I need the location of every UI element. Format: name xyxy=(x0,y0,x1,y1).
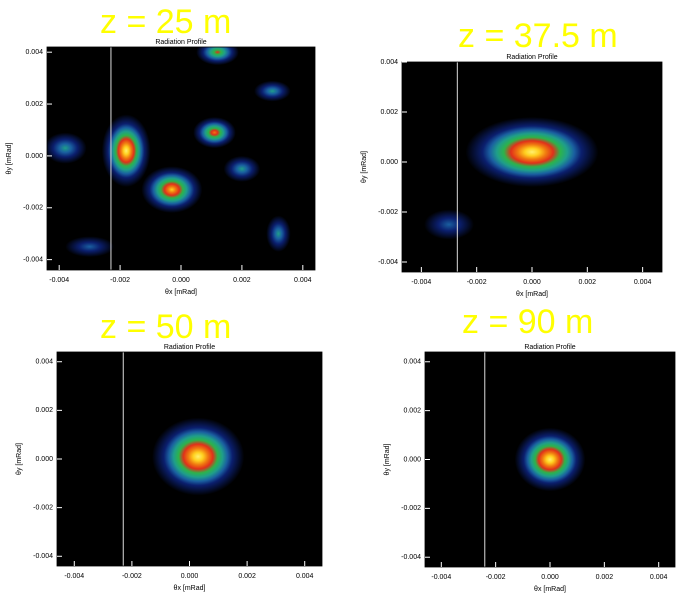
y-tick-label: -0.002 xyxy=(401,505,421,512)
intensity-blob xyxy=(47,132,87,164)
y-tick-label: 0.004 xyxy=(380,59,398,66)
x-tick-label: -0.002 xyxy=(110,277,130,284)
x-tick-label: -0.002 xyxy=(486,574,506,581)
y-tick-label: -0.004 xyxy=(401,554,421,561)
panel: -0.004 -0.002 0.000 0.002 0.004 -0.004 -0.002 0… xyxy=(361,17,663,298)
panel: -0.004 -0.002 0.000 0.002 0.004 -0.004 -0.002 0… xyxy=(16,308,323,592)
y-tick-label: -0.004 xyxy=(23,256,43,263)
intensity-blob xyxy=(141,166,203,213)
heatmap xyxy=(122,352,245,566)
y-tick-label: 0.002 xyxy=(35,407,53,414)
y-tick-label: 0.000 xyxy=(380,159,398,166)
x-tick-label: 0.000 xyxy=(523,279,541,286)
intensity-blob xyxy=(266,215,291,252)
x-tick-label: 0.000 xyxy=(541,574,559,581)
heatmap xyxy=(484,352,586,567)
intensity-blob xyxy=(152,417,245,496)
y-axis-label: θy [mRad] xyxy=(384,443,391,475)
heatmap xyxy=(424,62,599,272)
y-tick-label: 0.000 xyxy=(403,456,421,463)
x-tick-label: -0.004 xyxy=(49,277,69,284)
intensity-blob xyxy=(65,236,114,258)
y-tick-label: 0.002 xyxy=(25,101,43,108)
y-tick-label: 0.002 xyxy=(380,109,398,116)
y-tick-label: -0.002 xyxy=(23,205,43,212)
intensity-blob xyxy=(465,117,599,187)
annotation: z = 50 m xyxy=(100,308,231,346)
y-tick-label: 0.004 xyxy=(35,359,53,366)
chart-title: Radiation Profile xyxy=(506,54,557,61)
intensity-blob xyxy=(254,80,291,102)
intensity-blob xyxy=(223,155,261,182)
y-tick-label: 0.000 xyxy=(35,456,53,463)
x-tick-label: 0.004 xyxy=(634,279,652,286)
x-axis-label: θx [mRad] xyxy=(534,586,566,593)
x-tick-label: 0.002 xyxy=(238,573,256,580)
y-tick-label: 0.002 xyxy=(403,407,421,414)
x-tick-label: -0.004 xyxy=(64,573,84,580)
panel: -0.004 -0.002 0.000 0.002 0.004 -0.004 -0.002 0… xyxy=(6,3,316,296)
x-tick-label: -0.002 xyxy=(467,279,487,286)
y-tick-label: 0.004 xyxy=(403,359,421,366)
annotation: z = 90 m xyxy=(462,303,593,341)
x-tick-label: 0.002 xyxy=(596,574,614,581)
y-tick-label: -0.002 xyxy=(33,504,53,511)
chart-title: Radiation Profile xyxy=(524,344,575,351)
y-axis-label: θy [mRad] xyxy=(361,151,368,183)
x-tick-label: 0.004 xyxy=(650,574,668,581)
x-tick-label: 0.000 xyxy=(181,573,199,580)
x-tick-label: -0.004 xyxy=(431,574,451,581)
y-tick-label: 0.000 xyxy=(25,153,43,160)
x-tick-label: 0.002 xyxy=(579,279,597,286)
intensity-blob xyxy=(514,427,586,492)
x-tick-label: 0.000 xyxy=(172,277,190,284)
y-tick-label: 0.004 xyxy=(25,49,43,56)
chart-title: Radiation Profile xyxy=(164,344,215,351)
y-tick-label: -0.004 xyxy=(378,259,398,266)
x-axis-label: θx [mRad] xyxy=(174,585,206,592)
x-tick-label: -0.002 xyxy=(122,573,142,580)
heatmap xyxy=(47,47,291,270)
annotation: z = 37.5 m xyxy=(458,17,618,55)
intensity-blob xyxy=(424,209,474,240)
intensity-blob xyxy=(196,47,239,66)
x-tick-label: 0.004 xyxy=(294,277,312,284)
intensity-blob xyxy=(193,117,236,149)
y-axis-label: θy [mRad] xyxy=(6,142,13,174)
y-axis-label: θy [mRad] xyxy=(16,443,23,475)
x-axis-label: θx [mRad] xyxy=(516,291,548,298)
x-tick-label: -0.004 xyxy=(411,279,431,286)
y-tick-label: -0.004 xyxy=(33,553,53,560)
panel: -0.004 -0.002 0.000 0.002 0.004 -0.004 -0.002 0… xyxy=(384,303,676,593)
intensity-blob xyxy=(101,114,151,188)
annotation: z = 25 m xyxy=(100,3,231,41)
y-tick-label: -0.002 xyxy=(378,209,398,216)
x-axis-label: θx [mRad] xyxy=(165,289,197,296)
x-tick-label: 0.004 xyxy=(296,573,314,580)
x-tick-label: 0.002 xyxy=(233,277,251,284)
chart-title: Radiation Profile xyxy=(155,39,206,46)
